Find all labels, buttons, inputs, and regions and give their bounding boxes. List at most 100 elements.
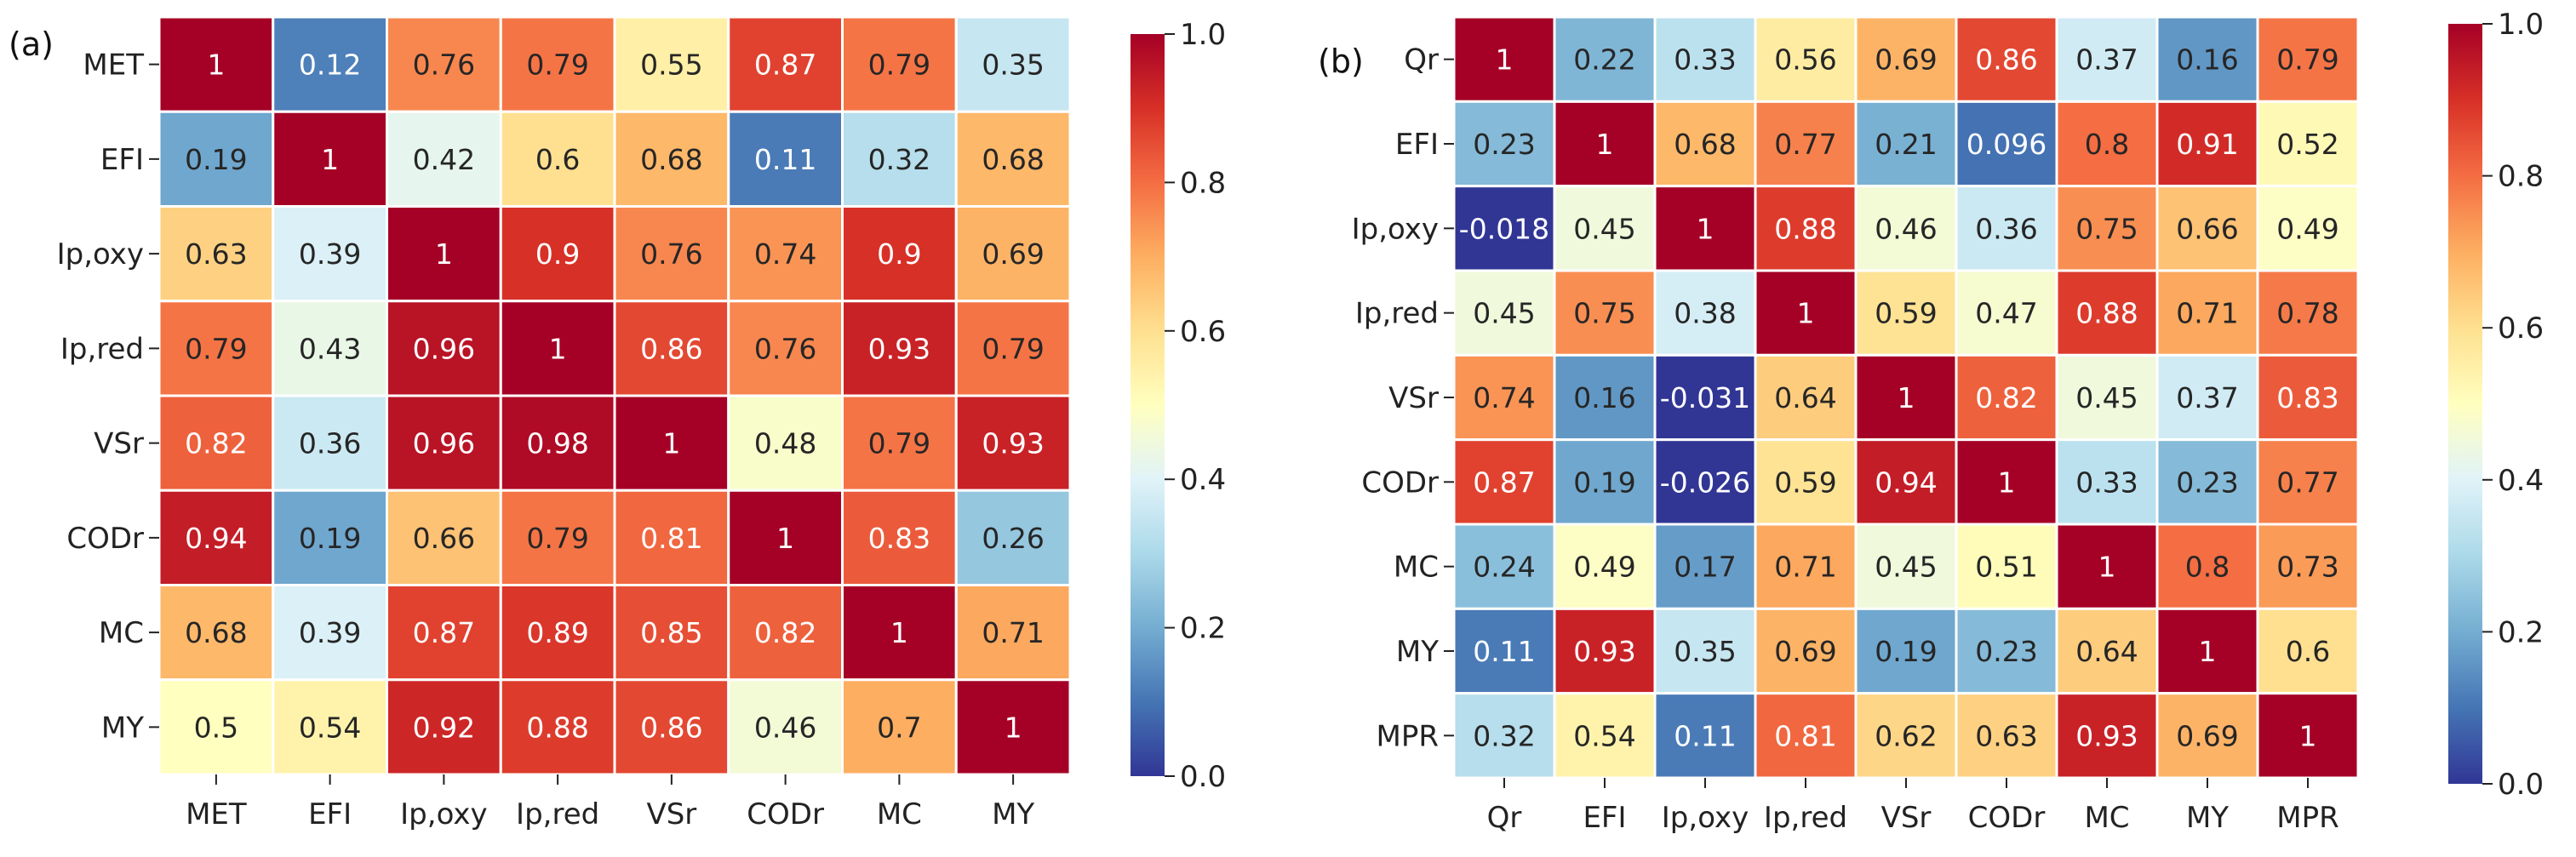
cell-value-label: 0.75 xyxy=(2075,212,2138,245)
heatmap-cell xyxy=(2055,185,2159,272)
heatmap-cell xyxy=(499,394,616,492)
x-tick-label: VSr xyxy=(1881,801,1932,835)
heatmap-cell xyxy=(157,584,275,682)
heatmap-cell xyxy=(1955,269,2058,357)
cell-value-label: 0.71 xyxy=(2176,297,2238,330)
cell-value-label: 0.39 xyxy=(299,237,361,271)
cell-value-label: 0.56 xyxy=(1774,43,1836,77)
heatmap-cell xyxy=(1653,269,1757,357)
cell-value-label: 0.54 xyxy=(299,711,361,744)
heatmap-cell xyxy=(954,394,1072,492)
cell-value-label: 0.7 xyxy=(877,711,921,744)
cell-value-label: 0.66 xyxy=(2176,212,2238,245)
cell-value-label: 0.64 xyxy=(1774,381,1836,414)
y-tick-label: EFI xyxy=(100,143,144,177)
heatmap-cell xyxy=(727,584,844,682)
cell-value-label: 0.32 xyxy=(1473,719,1535,752)
heatmap-cell xyxy=(2155,438,2259,526)
heatmap-cell xyxy=(2055,523,2159,610)
heatmap-cell xyxy=(1553,353,1657,442)
cell-value-label: 1 xyxy=(1596,128,1614,161)
cell-value-label: 0.86 xyxy=(640,332,702,365)
x-tick-label: EFI xyxy=(308,797,352,831)
cell-value-label: 0.87 xyxy=(413,616,475,649)
cell-value-label: 0.38 xyxy=(1674,297,1736,330)
x-tick-label: Ip,red xyxy=(1764,801,1847,835)
cell-value-label: 0.11 xyxy=(1473,635,1535,668)
colorbar-tick-label: 0.6 xyxy=(1180,315,1226,349)
cell-value-label: 0.24 xyxy=(1473,551,1535,584)
cell-value-label: 0.68 xyxy=(1674,128,1736,161)
cell-value-label: 0.77 xyxy=(1774,128,1836,161)
cell-value-label: 0.16 xyxy=(1573,381,1635,414)
cell-value-label: 0.32 xyxy=(868,143,930,176)
cell-value-label: 0.45 xyxy=(1473,297,1535,330)
heatmap-cell xyxy=(2256,269,2360,357)
cell-value-label: -0.018 xyxy=(1459,212,1549,245)
cell-value-label: 0.37 xyxy=(2075,43,2138,77)
heatmap-cell xyxy=(2055,692,2159,780)
cell-value-label: 0.88 xyxy=(2075,297,2138,330)
cell-value-label: 0.19 xyxy=(299,522,361,555)
cell-value-label: 0.23 xyxy=(1473,128,1535,161)
cell-value-label: 1 xyxy=(1998,466,2016,499)
panel-label: (b) xyxy=(1318,43,1364,80)
heatmap-cell xyxy=(841,584,958,682)
x-tick-label: EFI xyxy=(1583,801,1626,835)
cell-value-label: 0.79 xyxy=(868,49,930,82)
cell-value-label: 0.96 xyxy=(413,427,475,460)
cell-value-label: 1 xyxy=(1797,297,1815,330)
heatmap-cell xyxy=(954,110,1072,208)
x-tick-label: MC xyxy=(877,797,922,831)
heatmap-cell xyxy=(727,488,844,586)
heatmap-cell xyxy=(727,110,844,208)
cell-value-label: 0.22 xyxy=(1573,43,1635,77)
cell-value-label: 0.8 xyxy=(2185,551,2230,584)
cell-value-label: 0.79 xyxy=(526,522,588,555)
cell-value-label: 0.36 xyxy=(299,427,361,460)
colorbar-tick-label: 0.0 xyxy=(2498,768,2544,802)
colorbar-tick-label: 0.0 xyxy=(1180,760,1226,794)
y-tick-label: MPR xyxy=(1377,719,1439,753)
x-tick-label: MC xyxy=(2084,801,2129,835)
cell-value-label: 0.9 xyxy=(535,237,580,271)
heatmap-cell xyxy=(499,205,616,303)
heatmap-cell xyxy=(272,15,388,113)
cell-value-label: 0.79 xyxy=(185,332,247,365)
heatmap-cell xyxy=(2256,692,2360,780)
colorbar-tick-label: 1.0 xyxy=(1180,18,1226,52)
cell-value-label: 0.54 xyxy=(1573,719,1635,752)
cell-value-label: 0.19 xyxy=(1573,466,1635,499)
cell-value-label: 0.98 xyxy=(526,427,588,460)
cell-value-label: 0.68 xyxy=(185,616,247,649)
cell-value-label: 0.35 xyxy=(1674,635,1736,668)
heatmap-cell xyxy=(1452,692,1556,780)
heatmap-cell xyxy=(1854,100,1958,188)
cell-value-label: 0.93 xyxy=(868,332,930,365)
x-tick-label: MY xyxy=(2186,801,2229,835)
heatmap-cell xyxy=(1553,438,1657,526)
cell-value-label: 0.76 xyxy=(640,237,702,271)
cell-value-label: 0.96 xyxy=(413,332,475,365)
cell-value-label: 0.45 xyxy=(1875,551,1937,584)
cell-value-label: 0.86 xyxy=(1975,43,2037,77)
x-tick-label: MPR xyxy=(2276,801,2338,835)
cell-value-label: 0.11 xyxy=(1674,719,1736,752)
cell-value-label: 0.21 xyxy=(1875,128,1937,161)
cell-value-label: 0.33 xyxy=(1674,43,1736,77)
y-tick-label: CODr xyxy=(66,522,144,556)
heatmap-cell xyxy=(1653,353,1757,442)
cell-value-label: 0.19 xyxy=(185,143,247,176)
heatmap-cell xyxy=(272,584,388,682)
cell-value-label: 0.43 xyxy=(299,332,361,365)
colorbar-tick-label: 0.4 xyxy=(1180,463,1226,497)
heatmap-cell xyxy=(1754,15,1858,103)
cell-value-label: 1 xyxy=(1496,43,1514,77)
x-tick-label: MY xyxy=(992,797,1034,831)
heatmap-cell xyxy=(954,15,1072,113)
heatmap-cell xyxy=(1854,523,1958,610)
cell-value-label: 0.78 xyxy=(2276,297,2338,330)
cell-value-label: 0.35 xyxy=(982,49,1044,82)
x-tick-label: MET xyxy=(186,797,247,831)
heatmap-cell xyxy=(613,584,730,682)
